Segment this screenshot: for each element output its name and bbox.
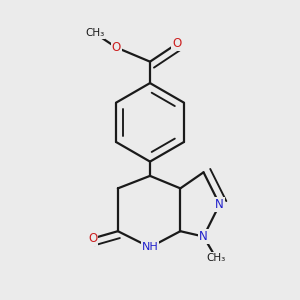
Text: CH₃: CH₃ [206, 253, 226, 263]
Text: O: O [112, 41, 121, 54]
Text: O: O [88, 232, 98, 245]
Text: NH: NH [142, 242, 158, 252]
Text: O: O [172, 37, 182, 50]
Text: CH₃: CH₃ [85, 28, 104, 38]
Text: N: N [215, 198, 224, 211]
Text: N: N [199, 230, 208, 243]
